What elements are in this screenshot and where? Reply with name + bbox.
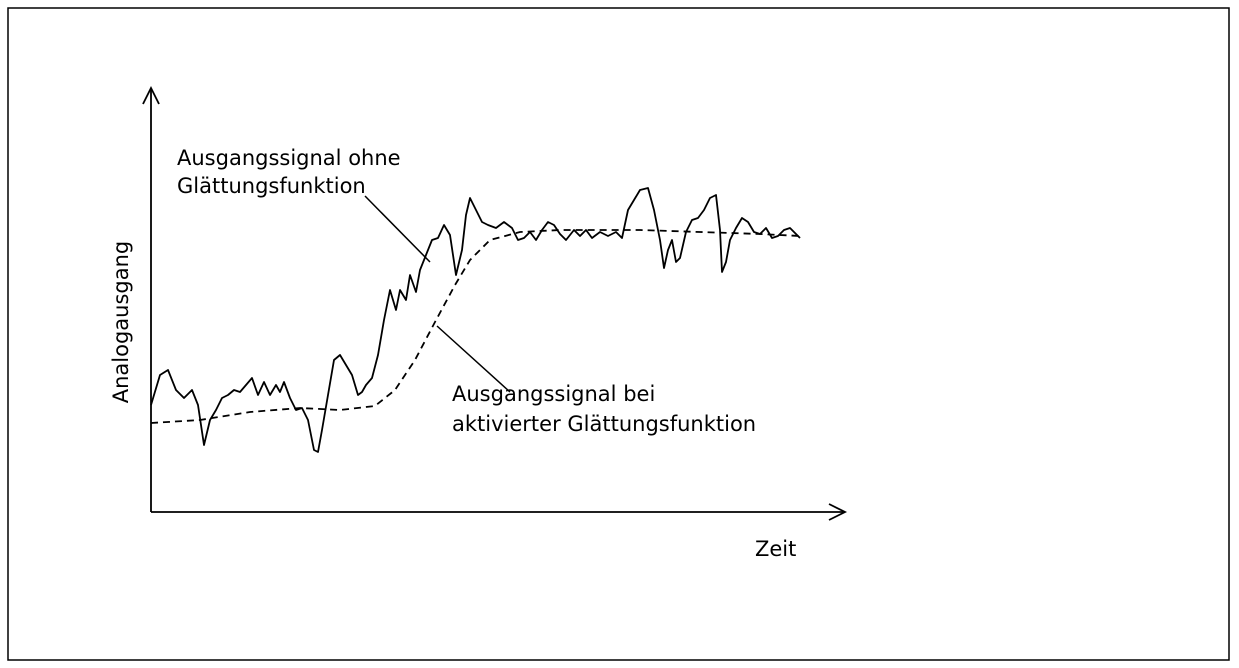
leader-line: [364, 195, 431, 263]
annotation-text: Ausgangssignal bei: [452, 382, 655, 406]
leader-line: [436, 325, 511, 393]
y-axis-arrow: [142, 85, 160, 105]
x-axis-arrow: [828, 503, 848, 521]
axes: [142, 85, 848, 521]
smoothed-signal: [150, 229, 801, 424]
x-axis-label: Zeit: [755, 537, 796, 561]
raw-signal: [150, 187, 801, 453]
annotation-text: Ausgangssignal ohne: [177, 146, 401, 170]
annotation-text: aktivierter Glättungsfunktion: [452, 412, 756, 436]
annotation-text: Glättungsfunktion: [177, 174, 366, 198]
frame: [7, 7, 1230, 661]
y-axis-label: Analogausgang: [109, 241, 133, 404]
